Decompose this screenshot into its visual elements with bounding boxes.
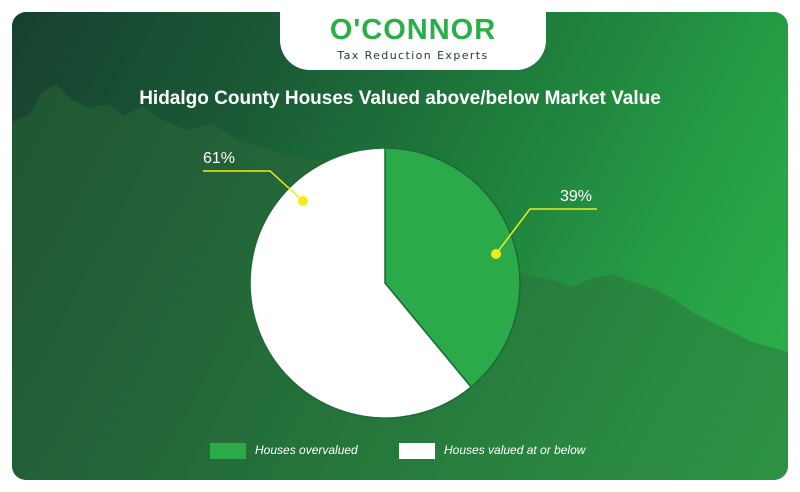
pie-slice-houses-overvalued	[384, 147, 521, 389]
pie-slice-houses-valued-at-or-below	[249, 147, 473, 419]
leader-line-houses-overvalued	[495, 208, 597, 255]
leader-dot-houses-valued-at-or-below	[298, 196, 308, 206]
legend-label-overvalued: Houses overvalued	[255, 443, 358, 457]
brand-tagline: Tax Reduction Experts	[337, 49, 489, 62]
logo-tab: O'CONNOR Tax Reduction Experts	[280, 12, 546, 70]
legend-swatch-at-or-below	[399, 443, 435, 459]
brand-logo: O'CONNOR	[329, 14, 497, 46]
chart-title: Hidalgo County Houses Valued above/below…	[139, 88, 661, 109]
data-label-houses-valued-at-or-below: 61%	[203, 150, 235, 167]
legend-swatch-overvalued	[210, 443, 246, 459]
legend-label-at-or-below: Houses valued at or below	[444, 443, 586, 457]
leader-dot-houses-overvalued	[491, 249, 501, 259]
leader-line-houses-valued-at-or-below	[203, 170, 304, 202]
data-label-houses-overvalued: 39%	[560, 188, 592, 205]
